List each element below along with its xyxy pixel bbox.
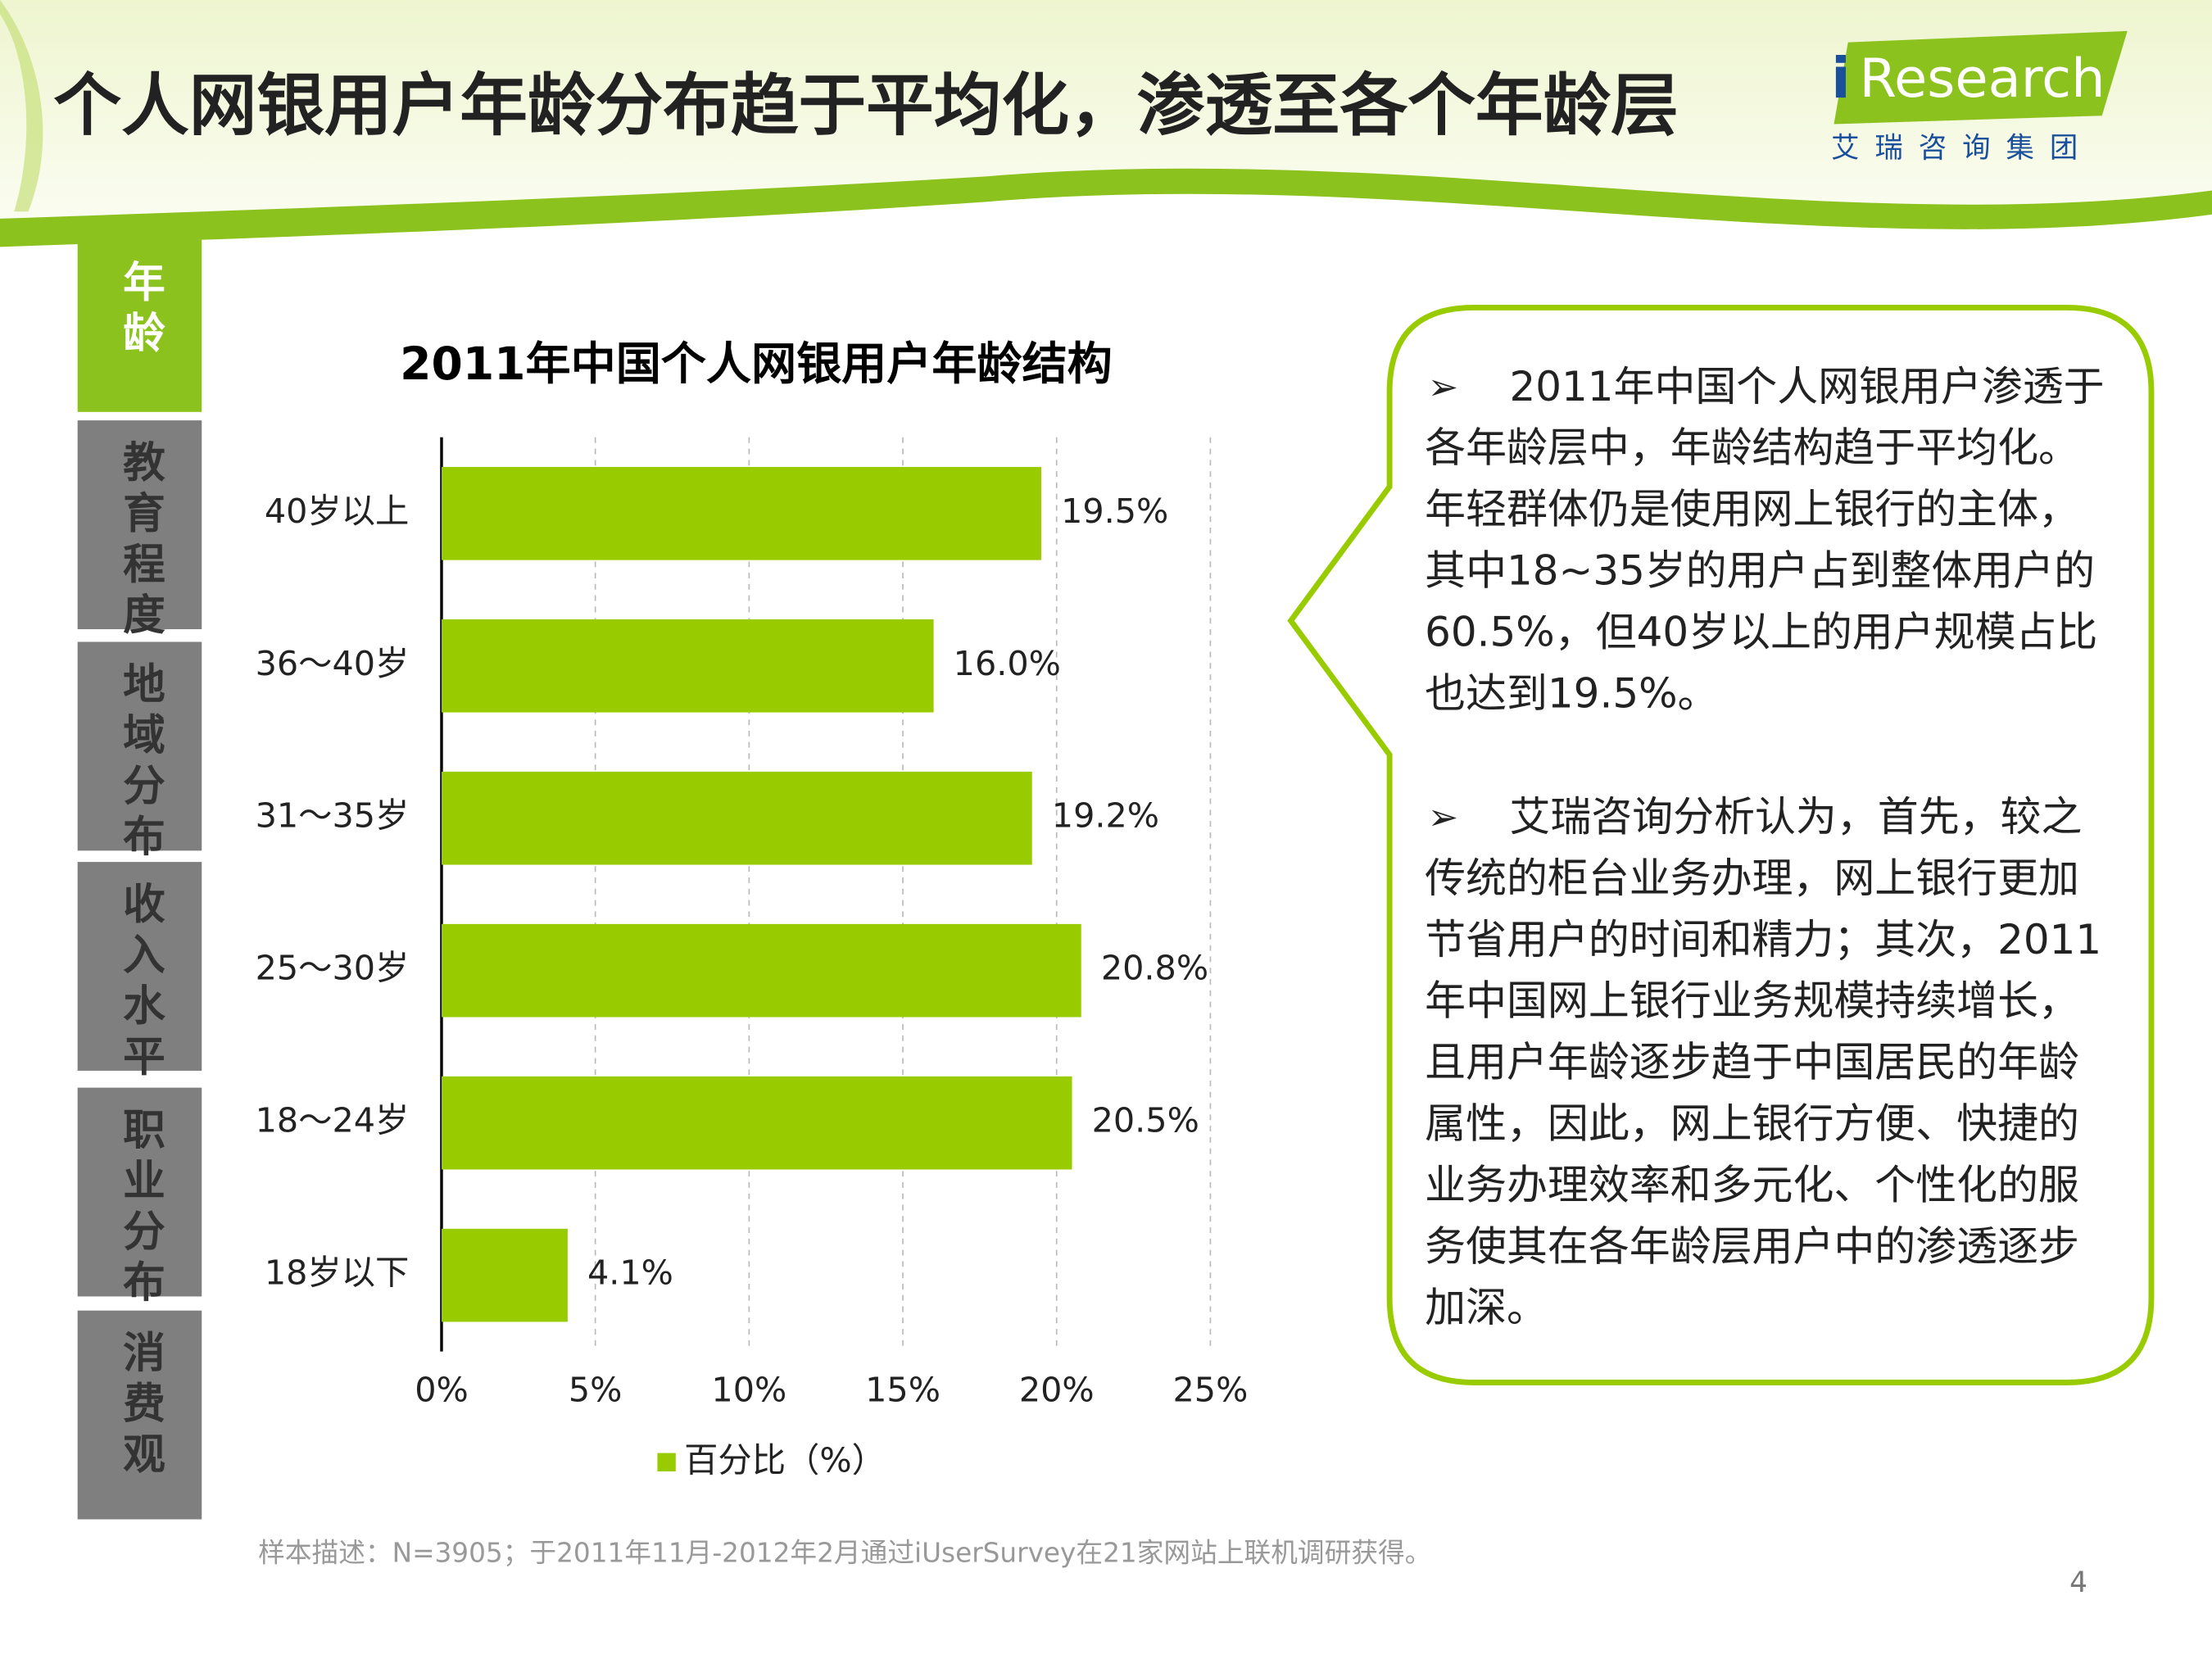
y-tick-label: 36～40岁 xyxy=(256,644,410,683)
note-line: 业务办理效率和多元化、个性化的服 xyxy=(1425,1161,2079,1208)
note-line: 务使其在各年龄层用户中的渗透逐步 xyxy=(1425,1222,2079,1270)
y-tick-label: 40岁以上 xyxy=(265,492,410,531)
data-label: 4.1% xyxy=(587,1253,673,1293)
note-line: 艾瑞咨询分析认为，首先，较之 xyxy=(1509,793,2082,841)
x-tick-label: 10% xyxy=(711,1371,786,1410)
page-number: 4 xyxy=(2069,1566,2087,1599)
sidebar-tab-label: 教育程度 xyxy=(115,440,165,643)
data-label: 16.0% xyxy=(954,644,1061,683)
note-line: 加深。 xyxy=(1425,1284,1548,1331)
sidebar-tab[interactable] xyxy=(77,420,202,629)
logo-plate xyxy=(1834,30,2128,125)
bar xyxy=(441,771,1032,865)
y-tick-label: 18岁以下 xyxy=(265,1253,410,1293)
notes-bubble xyxy=(1287,304,2155,1385)
sidebar-tab[interactable] xyxy=(77,1087,202,1297)
bullet: ➢ xyxy=(1428,795,1459,838)
y-tick-label: 25～30岁 xyxy=(256,949,410,988)
x-tick-label: 25% xyxy=(1173,1371,1249,1410)
sidebar-tab-label: 职业分布 xyxy=(115,1108,165,1311)
data-label: 19.2% xyxy=(1052,796,1159,836)
bar xyxy=(441,1228,568,1322)
logo-mark: i xyxy=(1831,46,1851,111)
y-tick-label: 18～24岁 xyxy=(256,1101,410,1140)
note-line: 2011年中国个人网银用户渗透于 xyxy=(1509,363,2104,410)
header-wave xyxy=(0,168,2212,247)
page-title: 个人网银用户年龄分布趋于平均化，渗透至各个年龄层 xyxy=(53,66,1678,145)
note-line: 传统的柜台业务办理，网上银行更加 xyxy=(1425,854,2079,902)
logo-subtitle: 艾瑞咨询集团 xyxy=(1831,132,2093,165)
note-line: 属性，因此，网上银行方便、快捷的 xyxy=(1425,1099,2079,1147)
sidebar-tab-label: 年龄 xyxy=(115,260,164,361)
sidebar-tab-label: 收入水平 xyxy=(115,882,165,1085)
bar xyxy=(441,1076,1072,1170)
header-band xyxy=(0,0,2212,226)
note-line: 各年龄层中，年龄结构趋于平均化。 xyxy=(1425,424,2079,472)
bar xyxy=(441,466,1041,560)
note-line: 且用户年龄逐步趋于中国居民的年龄 xyxy=(1425,1039,2079,1086)
x-tick-label: 20% xyxy=(1019,1371,1095,1410)
data-label: 19.5% xyxy=(1061,492,1168,531)
source-note: 样本描述：N=3905；于2011年11月-2012年2月通过iUserSurv… xyxy=(258,1538,1431,1569)
sidebar-tab-label: 消费观 xyxy=(115,1330,165,1483)
note-line: 年中国网上银行业务规模持续增长， xyxy=(1425,977,2079,1025)
note-line: 60.5%，但40岁以上的用户规模占比 xyxy=(1425,608,2097,655)
legend-label: 百分比（%） xyxy=(684,1441,886,1480)
leaf xyxy=(0,0,43,212)
bar xyxy=(441,619,934,713)
data-label: 20.8% xyxy=(1101,949,1208,988)
note-line: 其中18~35岁的用户占到整体用户的 xyxy=(1425,546,2095,594)
x-tick-label: 5% xyxy=(569,1371,623,1410)
chart-title: 2011年中国个人网银用户年龄结构 xyxy=(400,338,1113,390)
data-label: 20.5% xyxy=(1092,1101,1199,1140)
sidebar-tab[interactable] xyxy=(77,862,202,1071)
note-line: 节省用户的时间和精力；其次，2011 xyxy=(1425,916,2101,963)
note-line: 也达到19.5%。 xyxy=(1425,669,1718,717)
sidebar-tab[interactable] xyxy=(77,239,202,412)
logo-name: Research xyxy=(1860,48,2105,110)
sidebar-tab-label: 地域分布 xyxy=(115,662,165,865)
bullet: ➢ xyxy=(1428,365,1459,408)
x-tick-label: 0% xyxy=(415,1371,469,1410)
sidebar-tab[interactable] xyxy=(77,641,202,851)
legend-swatch xyxy=(657,1453,676,1471)
sidebar-tab[interactable] xyxy=(77,1310,202,1520)
y-tick-label: 31～35岁 xyxy=(256,796,410,836)
note-line: 年轻群体仍是使用网上银行的主体， xyxy=(1425,486,2079,533)
x-tick-label: 15% xyxy=(865,1371,941,1410)
bar xyxy=(441,923,1081,1018)
